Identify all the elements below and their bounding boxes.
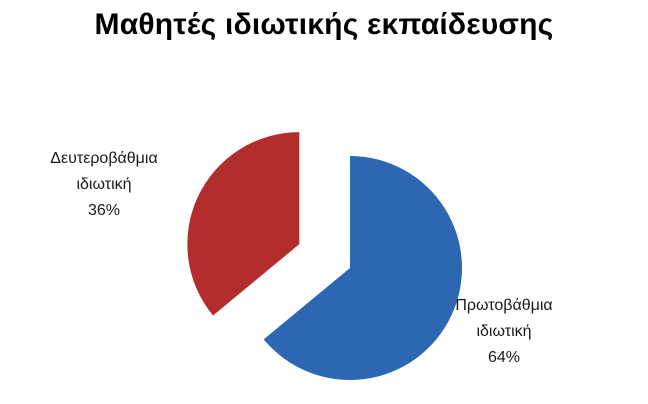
pie-slice-label-line: 64% bbox=[488, 349, 520, 366]
pie-slice-label-line: ιδιωτική bbox=[476, 323, 531, 340]
pie-labels: Πρωτοβάθμια ιδιωτική 64% Δευτεροβάθμια ιδιωτ… bbox=[50, 150, 552, 366]
pie-slice-label-line: 36% bbox=[88, 202, 120, 219]
pie-slice-label-1: Πρωτοβάθμια ιδιωτική 64% bbox=[455, 297, 552, 366]
chart-title: Μαθητές ιδιωτικής εκπαίδευσης bbox=[94, 8, 554, 41]
pie-slice-1 bbox=[263, 156, 462, 381]
pie-slice-label-line: ιδιωτική bbox=[76, 176, 131, 193]
pie-slice-label-line: Δευτεροβάθμια bbox=[50, 150, 157, 167]
pie-slices bbox=[187, 132, 462, 381]
pie-slice-2 bbox=[187, 132, 300, 316]
pie-slice-label-2: Δευτεροβάθμια ιδιωτική 36% bbox=[50, 150, 157, 219]
pie-slice-label-line: Πρωτοβάθμια bbox=[455, 297, 552, 314]
